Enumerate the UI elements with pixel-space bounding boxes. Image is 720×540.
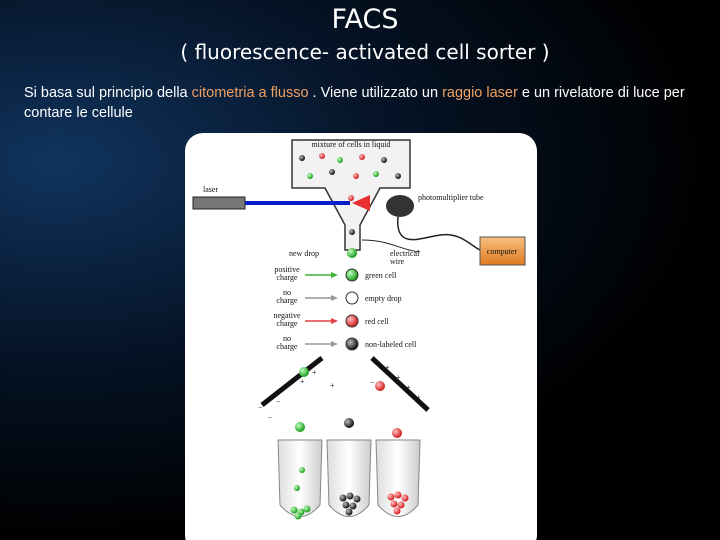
cable [397, 216, 481, 251]
drop-label: empty drop [365, 294, 402, 303]
charge-label: positive charge [274, 265, 300, 282]
drop [295, 422, 305, 432]
collection-tubes [277, 439, 421, 520]
drop-label: red cell [365, 317, 390, 326]
scatter-light [352, 195, 370, 211]
charge-label: no charge [276, 288, 298, 305]
svg-text:+: + [312, 368, 317, 377]
svg-text:−: − [370, 378, 375, 387]
detector [386, 195, 414, 217]
description-part: e un rivelatore di luce per contare le c… [24, 85, 685, 121]
svg-text:−: − [258, 403, 263, 412]
charge-label: negative charge [273, 311, 301, 328]
title: FACS [331, 4, 399, 35]
plate [260, 356, 324, 407]
svg-text:+: + [406, 383, 411, 392]
drop [392, 428, 402, 438]
computer [479, 236, 526, 266]
description: Si basa sul principio della citometria a… [24, 83, 704, 123]
wire-label: electrical wire [390, 249, 420, 266]
drop [375, 381, 385, 391]
svg-text:+: + [416, 393, 421, 402]
plate [370, 356, 430, 412]
drop [345, 291, 359, 305]
svg-text:+: + [385, 363, 390, 372]
arrow-head [331, 318, 338, 324]
new-drop-label: new drop [289, 249, 319, 258]
svg-text:+: + [330, 381, 335, 390]
drop [299, 367, 309, 377]
drop-label: green cell [365, 271, 397, 280]
drop-label: non-labeled cell [365, 340, 417, 349]
charges: ++ + −−− −++++ [258, 363, 421, 422]
svg-text:−: − [276, 397, 281, 406]
chamber-label: mixture of cells in liquid [311, 140, 390, 149]
svg-text:−: − [268, 413, 273, 422]
laser-label: laser [203, 185, 218, 194]
electrical-wire [361, 239, 421, 253]
arrow-head [331, 295, 338, 301]
svg-text:+: + [300, 377, 305, 386]
description-part: . Viene utilizzato un [308, 85, 443, 101]
svg-text:+: + [396, 373, 401, 382]
charge-label: no charge [276, 334, 298, 351]
cells [299, 153, 401, 235]
description-part: citometria a flusso [191, 85, 309, 101]
laser-source [192, 196, 246, 210]
arrow-head [331, 341, 338, 347]
arrow-head [331, 272, 338, 278]
detector-label: photomultiplier tube [418, 193, 484, 202]
subtitle: ( fluorescence- activated cell sorter ) [180, 40, 550, 64]
description-part: Si basa sul principio della [24, 85, 192, 101]
drop [345, 268, 359, 282]
computer-label: computer [487, 247, 518, 256]
description-part: raggio laser [442, 85, 518, 101]
drop [345, 314, 359, 328]
drop [344, 418, 354, 428]
drop [345, 337, 359, 351]
drop [347, 248, 357, 258]
